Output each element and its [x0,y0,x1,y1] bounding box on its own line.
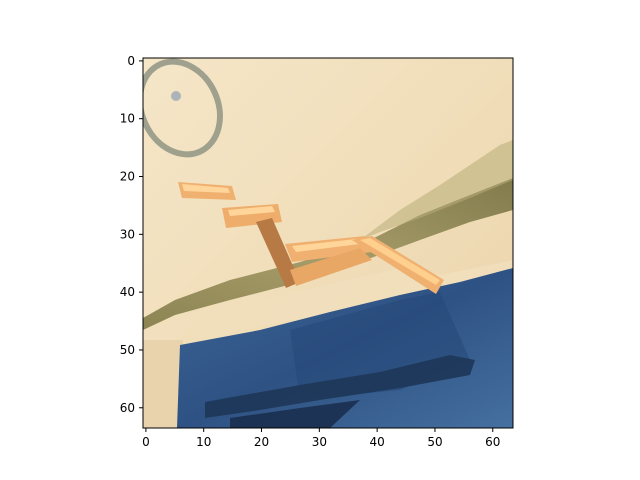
x-tick-label: 0 [142,435,150,449]
arm-vertical-link [256,218,300,288]
x-tick-label: 20 [254,435,269,449]
y-tick-label: 50 [120,343,135,357]
y-tick-label: 30 [120,227,135,241]
y-tick-label: 10 [120,112,135,126]
table-dark-stripe-2 [230,400,360,428]
x-tick-label: 60 [485,435,500,449]
ring-center-spot [171,91,181,101]
x-tick-label: 10 [196,435,211,449]
arm-gripper-finger [352,236,444,294]
y-tick-label: 0 [127,54,135,68]
table-dark-stripe [205,355,475,418]
x-tick-label: 30 [312,435,327,449]
arm-segment-lower-highlight [292,239,360,252]
camera-image [143,58,513,428]
lower-left-floor [143,340,183,428]
shadow-band-upper [360,140,513,240]
axis-ticks: 0 10 20 30 40 50 60 0 10 20 30 40 50 60 [120,54,501,449]
y-tick-label: 20 [120,170,135,184]
x-tick-label: 40 [370,435,385,449]
y-tick-label: 60 [120,401,135,415]
x-tick-label: 50 [427,435,442,449]
arm-segment-top-highlight [182,184,230,193]
ring-object [143,58,223,158]
arm-gripper-highlight [360,238,440,285]
plot-frame [142,57,514,429]
arm-segment-diagonal [290,248,372,286]
y-tick-label: 40 [120,285,135,299]
robot-arm [178,182,444,294]
light-band-lower [143,260,513,360]
arm-segment-mid-highlight [228,206,275,216]
